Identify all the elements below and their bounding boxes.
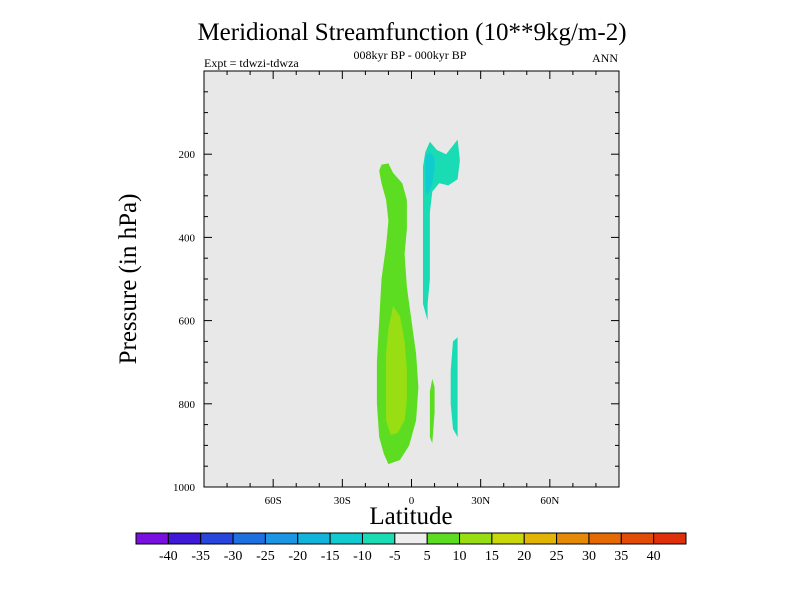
colorbar-box bbox=[329, 532, 363, 545]
x-tick-label: 30S bbox=[334, 495, 351, 507]
colorbar-label: -35 bbox=[191, 549, 210, 564]
colorbar-box bbox=[232, 532, 266, 545]
subtitle-center: 008kyr BP - 000kyr BP bbox=[354, 48, 467, 62]
subtitle-right: ANN bbox=[592, 51, 618, 65]
contour-fills bbox=[376, 139, 460, 465]
colorbar-box bbox=[361, 532, 396, 545]
colorbar-label: -40 bbox=[159, 549, 178, 564]
contour-region-5 bbox=[429, 378, 435, 444]
colorbar-box bbox=[135, 532, 169, 545]
colorbar-box bbox=[167, 532, 202, 545]
colorbar-box bbox=[264, 532, 299, 545]
colorbar: -40 -35 -30 -25 -20 -15 -10 -5 5 10 15 20 25 30 35 40 bbox=[135, 532, 687, 564]
x-axis-label: Latitude bbox=[369, 503, 452, 530]
colorbar-box bbox=[297, 532, 331, 545]
subtitle-left: Expt = tdwzi-tdwza bbox=[204, 56, 299, 70]
colorbar-label: 20 bbox=[517, 549, 531, 564]
colorbar-label: -15 bbox=[321, 549, 340, 564]
colorbar-box bbox=[620, 532, 655, 545]
y-tick-label: 800 bbox=[179, 399, 196, 411]
colorbar-label: 25 bbox=[550, 549, 564, 564]
colorbar-box bbox=[426, 532, 461, 545]
colorbar-label: 15 bbox=[485, 549, 499, 564]
colorbar-box bbox=[556, 532, 590, 545]
colorbar-label: 35 bbox=[614, 549, 628, 564]
colorbar-label: -20 bbox=[288, 549, 307, 564]
colorbar-label: -25 bbox=[256, 549, 275, 564]
colorbar-box bbox=[394, 532, 428, 545]
chart-title: Meridional Streamfunction (10**9kg/m-2) bbox=[197, 19, 626, 46]
x-tick-label: 60S bbox=[265, 495, 282, 507]
x-tick-label: 0 bbox=[409, 495, 415, 507]
contour-region-4 bbox=[450, 337, 458, 438]
x-tick-label: 30N bbox=[471, 495, 490, 507]
axis-ticks: 60S 30S 0 30N 60N 200 400 600 800 1000 bbox=[173, 71, 619, 507]
y-tick-label: 1000 bbox=[173, 482, 196, 494]
colorbar-label: -10 bbox=[353, 549, 372, 564]
plot-frame bbox=[203, 70, 620, 488]
y-tick-label: 200 bbox=[179, 149, 196, 161]
colorbar-box bbox=[588, 532, 622, 545]
colorbar-box bbox=[523, 532, 558, 545]
colorbar-box bbox=[491, 532, 525, 545]
y-axis-label: Pressure (in hPa) bbox=[115, 194, 142, 365]
colorbar-label: 10 bbox=[453, 549, 467, 564]
colorbar-label: 30 bbox=[582, 549, 596, 564]
contour-region-2 bbox=[423, 139, 460, 321]
colorbar-box bbox=[653, 532, 687, 545]
y-tick-label: 600 bbox=[179, 316, 196, 328]
colorbar-label: 5 bbox=[424, 549, 431, 564]
colorbar-box bbox=[459, 532, 493, 545]
colorbar-label: -30 bbox=[224, 549, 243, 564]
contour-region-3 bbox=[425, 152, 435, 196]
y-tick-label: 400 bbox=[179, 232, 196, 244]
x-tick-label: 60N bbox=[540, 495, 559, 507]
colorbar-label: 40 bbox=[647, 549, 661, 564]
contour-region-1 bbox=[386, 306, 407, 435]
colorbar-box bbox=[200, 532, 234, 545]
colorbar-label: -5 bbox=[389, 549, 401, 564]
